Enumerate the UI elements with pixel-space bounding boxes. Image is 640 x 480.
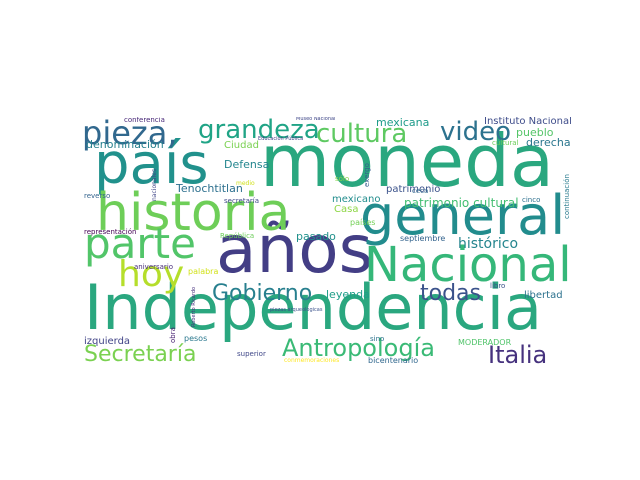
word-septiembre: septiembre	[400, 234, 446, 243]
word-izquierda: izquierda	[84, 336, 131, 347]
word-hoy: hoy	[118, 254, 185, 295]
word-pieza: pieza,	[82, 117, 178, 152]
word-nacionales: nacionales	[151, 168, 158, 201]
word-roberto-ricardo: Roberto Ricardo	[191, 286, 197, 327]
word-mexicano: mexicano	[332, 194, 381, 205]
word-conferencia: conferencia	[124, 117, 165, 124]
word-denominacion: denominación	[86, 138, 164, 151]
word-moderador: MODERADOR	[458, 338, 512, 347]
word-cloud: moneda Independencia país años historia …	[80, 117, 576, 367]
word-secretaria-lower: secretaría	[224, 197, 259, 205]
word-libertad: libertad	[524, 290, 563, 301]
word-parte: parte	[84, 219, 196, 268]
word-anos: años	[216, 211, 374, 288]
word-historico: histórico	[458, 236, 519, 252]
word-patrimonio-cultural: patrimonio cultural	[404, 196, 519, 210]
word-paises: países	[350, 218, 376, 227]
word-instituto-nacional: Instituto Nacional	[484, 117, 572, 127]
word-general: general	[360, 184, 566, 247]
word-pueblo: pueblo	[516, 126, 554, 139]
word-derecha: derecha	[526, 136, 571, 149]
word-educacion-publica: Educación Pública	[258, 136, 304, 142]
word-aniversario: aniversario	[134, 263, 174, 271]
word-representacion: representación	[84, 228, 137, 236]
word-exergo: exergo	[363, 163, 371, 187]
word-leyenda: leyenda	[326, 288, 370, 301]
word-ceca: ceca	[412, 187, 429, 195]
word-reverso: reverso	[84, 192, 111, 200]
word-conmemoraciones: conmemoraciones	[284, 357, 340, 364]
word-ciudad: Ciudad	[224, 140, 259, 151]
word-piezas-arqueologicas: piezas arqueológicas	[270, 307, 323, 313]
word-historia: historia	[96, 183, 291, 243]
word-bicentenario: bicentenario	[368, 356, 419, 365]
word-continuacion: continuación	[563, 174, 571, 219]
word-cultura: cultura	[316, 119, 408, 149]
word-pais: país	[94, 132, 209, 197]
word-sino: sino	[370, 335, 385, 343]
word-solo: sólo	[335, 175, 350, 183]
word-moneda: moneda	[260, 119, 554, 203]
word-obra: obra	[169, 327, 177, 343]
word-palabra: palabra	[188, 267, 219, 276]
word-patrimonio: patrimonio	[386, 184, 441, 195]
word-superior: superior	[237, 350, 266, 358]
word-casa: Casa	[334, 204, 359, 215]
word-cultural: cultural	[492, 139, 519, 147]
word-secretaria: Secretaría	[84, 342, 197, 367]
word-museo-nacional: Museo Nacional	[296, 117, 336, 122]
word-pesos: pesos	[184, 334, 208, 343]
word-republica: República	[220, 232, 255, 240]
word-italia: Italia	[488, 341, 548, 367]
word-gobierno: Gobierno	[212, 281, 313, 306]
word-todas: todas	[420, 281, 481, 306]
word-medio: medio	[236, 180, 255, 187]
word-independencia: Independencia	[84, 271, 542, 344]
word-cinco: cinco	[522, 196, 541, 204]
word-tenochtitlan: Tenochtitlan	[176, 182, 243, 195]
word-mexicana: mexicana	[376, 117, 430, 129]
word-video: video	[440, 117, 512, 147]
word-libro: libro	[490, 282, 506, 290]
word-pasado: pasado	[296, 230, 336, 243]
word-grandeza: grandeza	[198, 117, 320, 145]
word-nacional: Nacional	[364, 237, 572, 293]
word-antropologia: Antropología	[282, 334, 435, 362]
word-defensa: Defensa	[224, 158, 270, 171]
